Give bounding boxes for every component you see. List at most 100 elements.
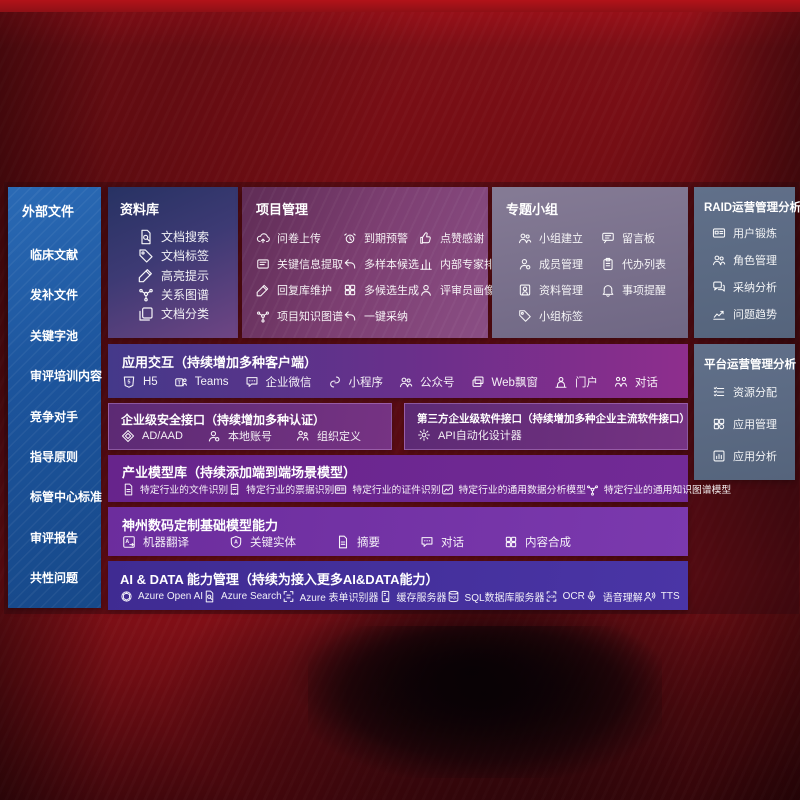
library-item[interactable]: 文档搜索 [138, 228, 232, 245]
platform-item[interactable]: 应用管理 [712, 416, 791, 432]
capability-item[interactable]: 内容合成 [504, 534, 571, 550]
sidebar-item[interactable]: 审评报告 [30, 529, 101, 546]
sidebar-item[interactable]: 发补文件 [30, 286, 101, 303]
people-icon [518, 231, 532, 245]
item-label: 采纳分析 [733, 282, 777, 294]
group-item[interactable]: 小组建立 [518, 230, 601, 246]
svg-text:SQL: SQL [449, 595, 457, 599]
project-item[interactable]: 问卷上传 [256, 230, 343, 246]
client-item[interactable]: 5 H5 [122, 375, 158, 389]
model-item[interactable]: 特定行业的通用知识图谱模型 [586, 482, 731, 496]
project-item[interactable]: 关键信息提取 [256, 256, 343, 272]
item-label: 事项提醒 [622, 285, 666, 297]
raid-item[interactable]: 用户锻炼 [712, 225, 791, 241]
h5-icon: 5 [122, 375, 136, 389]
service-item[interactable]: OCR OCR [545, 590, 585, 603]
ocr-icon: OCR [545, 590, 558, 603]
model-item[interactable]: 特定行业的通用数据分析模型 [441, 482, 586, 496]
project-item[interactable]: 到期预警 [343, 230, 419, 246]
receipt-icon [228, 483, 241, 496]
auth-item[interactable]: AD/AAD [121, 429, 183, 443]
item-label: 摘要 [357, 537, 380, 549]
group-item[interactable]: 成员管理 [518, 256, 601, 272]
service-item[interactable]: Azure Search [203, 590, 282, 603]
pencil-icon [256, 283, 270, 297]
service-item[interactable]: TTS [643, 590, 680, 603]
group-item[interactable]: 事项提醒 [601, 282, 684, 298]
model-item[interactable]: 特定行业的证件识别 [334, 482, 441, 496]
capability-item[interactable]: 对话 [420, 534, 464, 550]
project-item[interactable]: 一键采纳 [343, 308, 419, 324]
client-item[interactable]: 公众号 [399, 374, 455, 390]
reply-icon [343, 257, 357, 271]
item-label: API自动化设计器 [438, 430, 522, 442]
group-item[interactable]: 代办列表 [601, 256, 684, 272]
translate-icon: A [122, 535, 136, 549]
third-party-interface-band: 第三方企业级软件接口（持续增加多种企业主流软件接口） API自动化设计器 [404, 403, 690, 450]
library-item[interactable]: 文档标签 [138, 247, 232, 264]
project-item[interactable]: 内部专家排名 [419, 256, 506, 272]
auth-item[interactable]: 本地账号 [207, 428, 272, 444]
svg-text:5: 5 [128, 379, 131, 385]
doc-search-icon [203, 590, 216, 603]
item-label: 审评报告 [30, 530, 79, 545]
library-item[interactable]: 高亮提示 [138, 267, 232, 284]
model-item[interactable]: 特定行业的票据识别 [228, 482, 334, 496]
item-label: 多候选生成 [364, 285, 419, 297]
trend-icon [712, 307, 726, 321]
client-item[interactable]: 小程序 [328, 374, 383, 390]
sidebar-item[interactable]: 竞争对手 [30, 408, 101, 425]
item-label: 机器翻译 [143, 537, 189, 549]
client-item[interactable]: 门户 [554, 374, 598, 390]
client-item[interactable]: Web飘窗 [471, 374, 538, 390]
capability-item[interactable]: A 关键实体 [229, 534, 296, 550]
auth-item[interactable]: 组织定义 [296, 428, 361, 444]
sidebar-item[interactable]: 关键字池 [30, 327, 101, 344]
third-party-interface-title: 第三方企业级软件接口（持续增加多种企业主流软件接口） [417, 413, 690, 425]
client-item[interactable]: 企业微信 [245, 374, 312, 390]
library-item[interactable]: 文档分类 [138, 305, 232, 322]
topic-group-grid: 小组建立 留言板 成员管理 代办列表 资料管理 事项提醒小组标签 [506, 218, 684, 324]
interface-item[interactable]: API自动化设计器 [417, 427, 522, 443]
raid-item[interactable]: 角色管理 [712, 252, 791, 268]
capability-item[interactable]: 摘要 [336, 534, 380, 550]
raid-item[interactable]: 采纳分析 [712, 279, 791, 295]
library-item[interactable]: 关系图谱 [138, 286, 232, 303]
project-item[interactable]: 点赞感谢 [419, 230, 506, 246]
ai-data-band: AI & DATA 能力管理（持续为接入更多AI&DATA能力） Azure O… [108, 561, 688, 610]
service-item[interactable]: 缓存服务器 [379, 589, 447, 604]
svg-text:A: A [234, 539, 238, 545]
service-item[interactable]: 语音理解 [585, 589, 643, 604]
platform-item[interactable]: 应用分析 [712, 448, 791, 464]
group-item[interactable]: 资料管理 [518, 282, 601, 298]
sidebar-item[interactable]: 临床文献 [30, 246, 101, 263]
item-label: 标管中心标准 [30, 490, 103, 505]
project-item[interactable]: 评审员画像 [419, 282, 506, 298]
client-item[interactable]: T Teams [174, 375, 229, 389]
item-label: 对话 [634, 376, 658, 389]
platform-item[interactable]: 资源分配 [712, 384, 791, 400]
capability-item[interactable]: A 机器翻译 [122, 534, 189, 550]
sidebar-item[interactable]: 指导原则 [30, 448, 101, 465]
client-item[interactable]: 对话 [614, 374, 658, 390]
sidebar-item[interactable]: 审评培训内容 [30, 367, 102, 384]
project-item[interactable]: 多候选生成 [343, 282, 419, 298]
doc-icon [336, 535, 350, 549]
project-item[interactable]: 项目知识图谱 [256, 308, 343, 324]
sidebar-item[interactable]: 标管中心标准 [30, 488, 103, 505]
chat-icon [245, 375, 259, 389]
bell-icon [601, 283, 615, 297]
service-item[interactable]: Azure Open AI [120, 590, 203, 603]
service-item[interactable]: SQL SQL数据库服务器 [447, 589, 545, 604]
service-item[interactable]: Azure 表单识别器 [282, 589, 379, 604]
project-item[interactable]: 多样本候选 [343, 256, 419, 272]
platform-analysis-panel: 平台运营管理分析 资源分配 应用管理 应用分析 [694, 344, 796, 480]
external-files-list: 临床文献发补文件关键字池审评培训内容 竞争对手指导原则标管中心标准 审评报告共性问题 [22, 220, 103, 590]
raid-item[interactable]: 问题趋势 [712, 306, 791, 322]
model-item[interactable]: 特定行业的文件识别 [122, 482, 228, 496]
project-item[interactable]: 回复库维护 [256, 282, 343, 298]
item-label: Web飘窗 [491, 376, 538, 389]
group-item[interactable]: 留言板 [601, 230, 684, 246]
group-item[interactable]: 小组标签 [518, 308, 601, 324]
sidebar-item[interactable]: 共性问题 [30, 569, 101, 586]
